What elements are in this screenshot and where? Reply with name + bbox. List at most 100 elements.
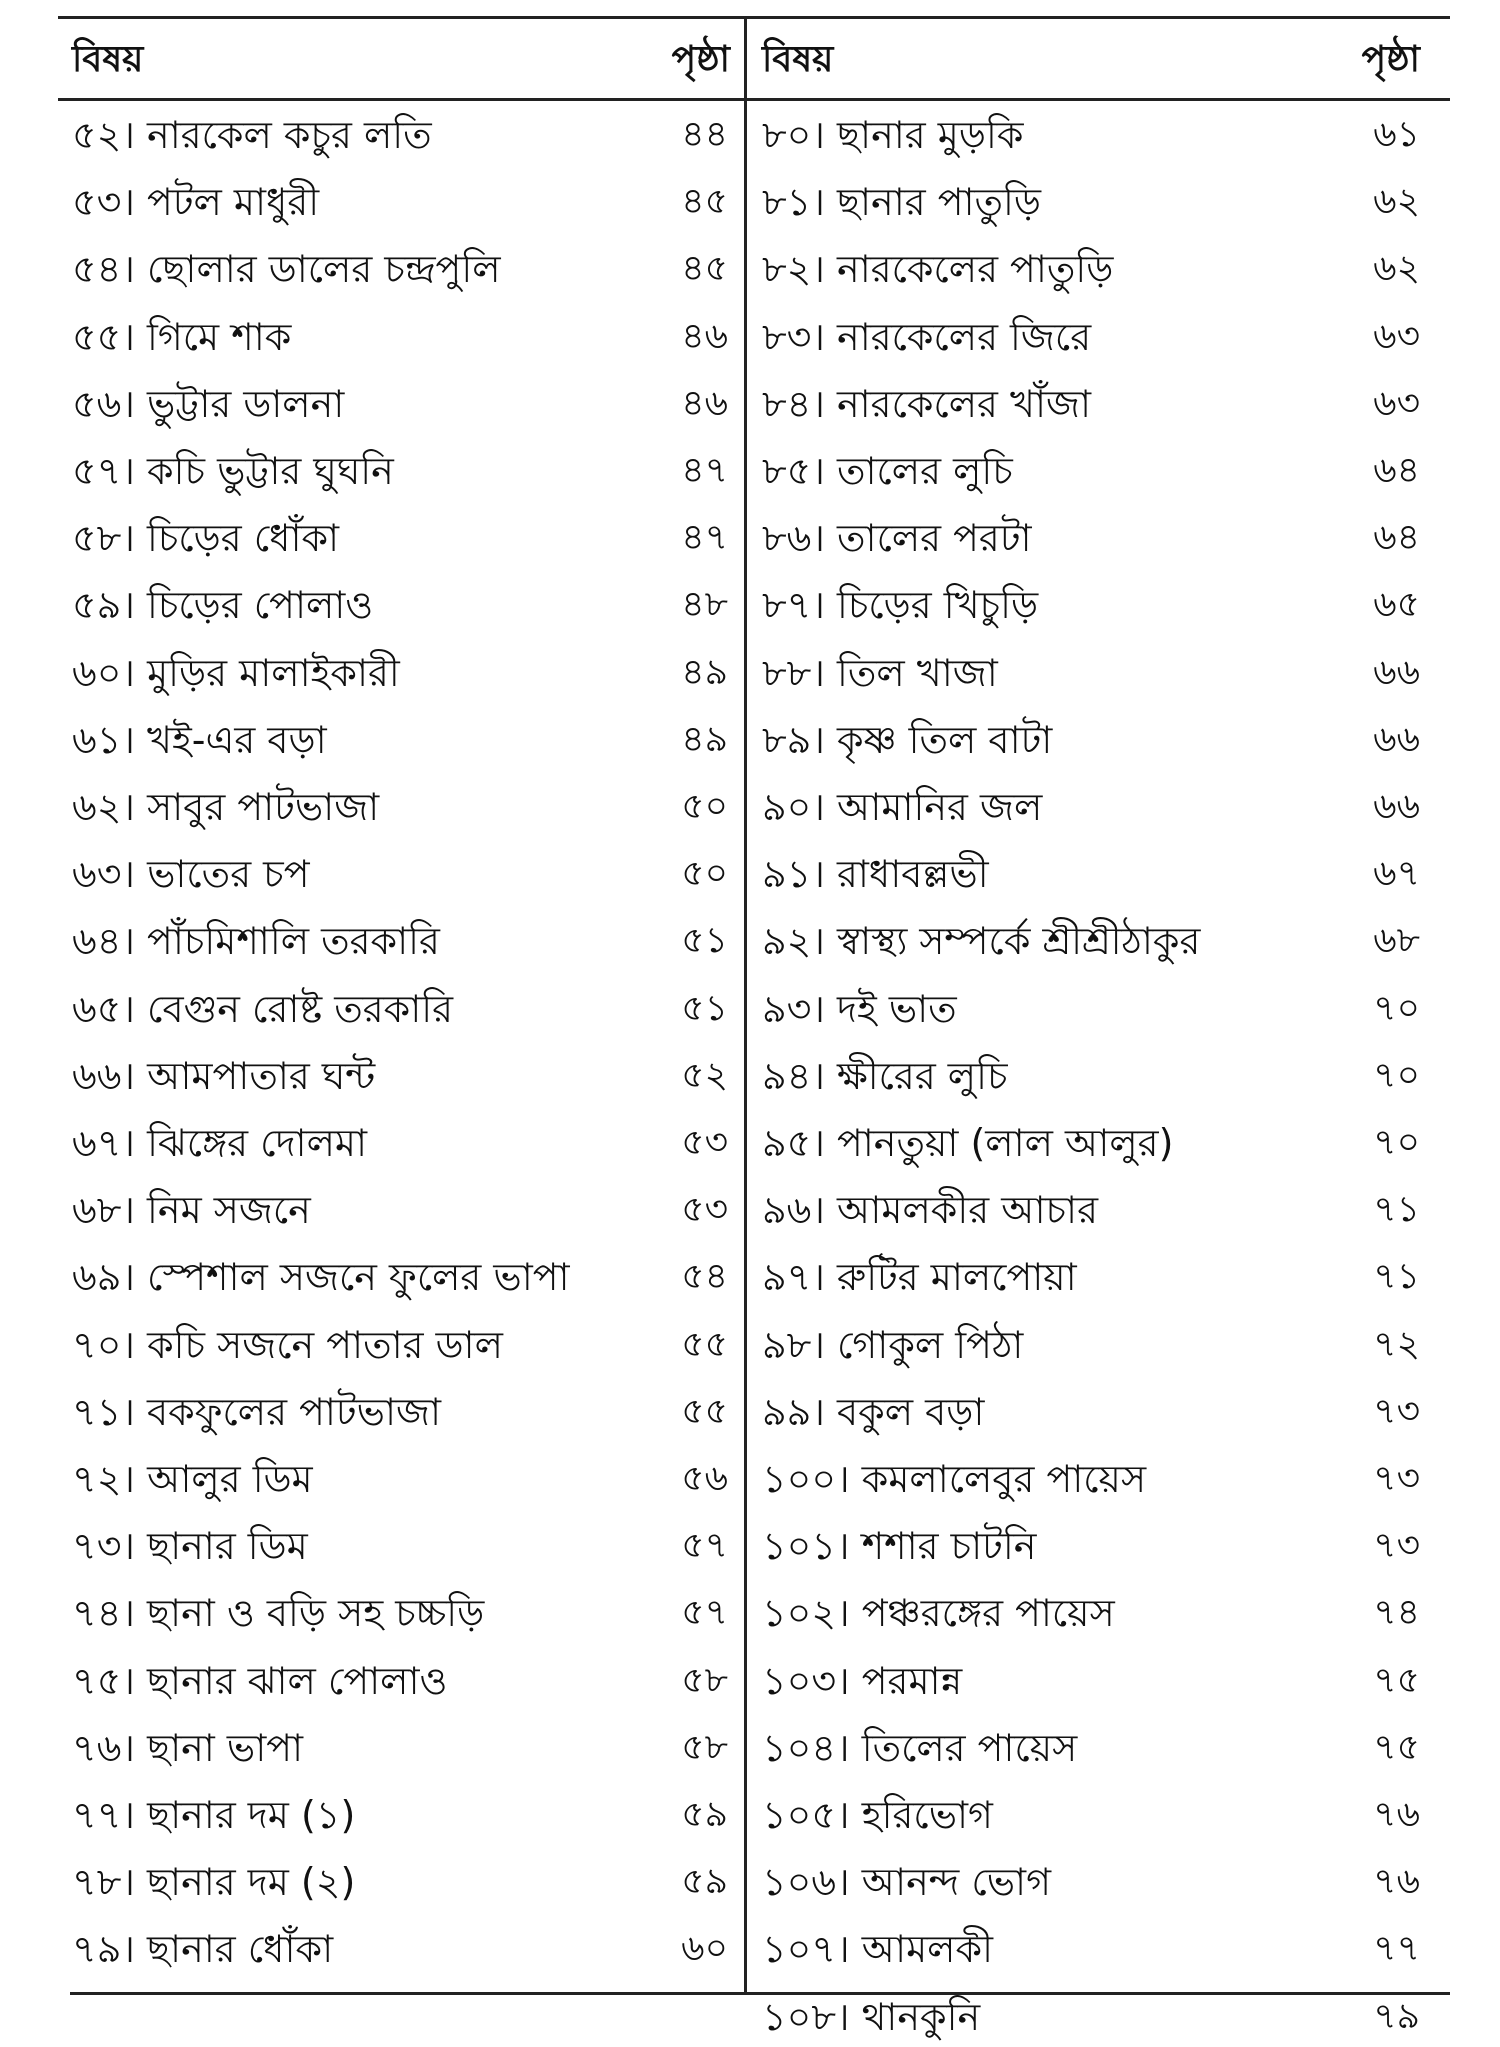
contents-entry: ৬৮। নিম সজনে	[72, 1188, 311, 1233]
contents-entry: ৮৭। চিড়ের খিচুড়ি	[762, 583, 1039, 628]
page-number: ৭৫	[1373, 1659, 1420, 1701]
page-number: ৪৭	[681, 450, 728, 491]
contents-entry: ৯৮। গোকুল পিঠা	[762, 1322, 1024, 1367]
contents-entry: ৯১। রাধাবল্লভী	[762, 852, 989, 897]
page-number: ৫৩	[681, 1122, 728, 1163]
page-number: ৫৯	[681, 1861, 728, 1903]
page-number: ৭৪	[1373, 1592, 1420, 1634]
page-number: ৭৬	[1373, 1794, 1420, 1835]
page-number: ৭৩	[1373, 1458, 1420, 1499]
contents-entry: ১০২। পঞ্চরঙ্গের পায়েস	[762, 1591, 1115, 1636]
page-number: ৫০	[681, 786, 728, 827]
contents-entry: ৯৭। রুটির মালপোয়া	[762, 1255, 1077, 1300]
page-number: ৬২	[1373, 248, 1420, 290]
page-number: ৬০	[681, 1928, 728, 1970]
page-number: ৭০	[1373, 987, 1420, 1029]
contents-entry: ৫৯। চিড়ের পোলাও	[72, 583, 374, 628]
page-number: ৭১	[1373, 1189, 1420, 1231]
page-number: ৬১	[1373, 114, 1420, 155]
right-page-header: পৃষ্ঠা	[1361, 39, 1420, 80]
page-number: ৬৫	[1373, 584, 1420, 626]
left-page-header: পৃষ্ঠা	[671, 39, 730, 80]
contents-entry: ৭০। কচি সজনে পাতার ডাল	[72, 1322, 503, 1367]
bottom-rule	[70, 1992, 1450, 1995]
page-number: ৭১	[1373, 1256, 1420, 1298]
page-number: ৬৩	[1373, 315, 1420, 357]
contents-entry: ৭১। বকফুলের পাটভাজা	[72, 1389, 441, 1434]
contents-entry: ৫৫। গিমে শাক	[72, 314, 292, 359]
page-number: ৭৩	[1373, 1525, 1420, 1567]
page-number: ৫৭	[681, 1525, 728, 1567]
page-number: ৬৬	[1373, 786, 1420, 827]
contents-entry: ৮০। ছানার মুড়কি	[762, 113, 1024, 157]
contents-entry: ৬৪। পাঁচমিশালি তরকারি	[72, 919, 440, 964]
contents-entry: ৮৬। তালের পরটা	[762, 516, 1032, 561]
page-number: ৭৯	[1373, 1995, 1420, 2037]
contents-entry: ৫৭। কচি ভুট্টার ঘুঘনি	[72, 449, 394, 493]
page-number: ৭৬	[1373, 1861, 1420, 1903]
contents-entry: ১০৮। থানকুনি	[762, 1994, 981, 2039]
page-number: ৪৯	[681, 718, 728, 760]
contents-entry: ৯৩। দই ভাত	[762, 986, 957, 1031]
page-number: ৫১	[681, 987, 728, 1029]
contents-entry: ৮৮। তিল খাজা	[762, 650, 998, 695]
contents-entry: ৭৪। ছানা ও বড়ি সহ চচ্চড়ি	[72, 1591, 485, 1636]
page-number: ৪৫	[681, 248, 728, 290]
contents-entry: ১০৩। পরমান্ন	[762, 1658, 963, 1703]
page-number: ৫৫	[681, 1323, 728, 1365]
page-number: ৭৩	[1373, 1390, 1420, 1432]
page-number: ৬৪	[1373, 450, 1420, 491]
page-number: ৫৫	[681, 1390, 728, 1432]
page-number: ৬৭	[1373, 853, 1420, 895]
page-number: ৪৪	[681, 114, 728, 155]
page-number: ৫৭	[681, 1592, 728, 1634]
page-number: ৪৯	[681, 651, 728, 693]
page-number: ৫৩	[681, 1189, 728, 1231]
page-number: ৭০	[1373, 1054, 1420, 1096]
page-number: ৬৬	[1373, 651, 1420, 693]
left-subject-header: বিষয়	[72, 39, 144, 80]
page-number: ৫৯	[681, 1794, 728, 1835]
contents-entry: ৬০। মুড়ির মালাইকারী	[72, 650, 400, 695]
contents-entry: ৫৪। ছোলার ডালের চন্দ্রপুলি	[72, 247, 501, 292]
contents-entry: ১০০। কমলালেবুর পায়েস	[762, 1457, 1147, 1501]
contents-entry: ৯০। আমানির জল	[762, 785, 1043, 829]
contents-entry: ৫৬। ভুট্টার ডালনা	[72, 381, 345, 426]
contents-entry: ৬২। সাবুর পাটভাজা	[72, 785, 380, 829]
page-number: ৫৪	[681, 1256, 728, 1298]
contents-entry: ১০৬। আনন্দ ভোগ	[762, 1860, 1051, 1905]
page-number: ৪৭	[681, 517, 728, 559]
page-number: ৪৫	[681, 181, 728, 223]
page-number: ৫১	[681, 920, 728, 962]
contents-entry: ৯৪। ক্ষীরের লুচি	[762, 1053, 1008, 1098]
contents-entry: ৬১। খই-এর বড়া	[72, 717, 327, 762]
contents-entry: ৭৬। ছানা ভাপা	[72, 1725, 304, 1770]
page-number: ৬৩	[1373, 382, 1420, 424]
top-rule	[58, 16, 1450, 19]
contents-entry: ৭৮। ছানার দম (২)	[72, 1860, 356, 1905]
page-number: ৫৬	[681, 1458, 728, 1499]
contents-entry: ৮৩। নারকেলের জিরে	[762, 314, 1092, 359]
contents-entry: ৮১। ছানার পাতুড়ি	[762, 180, 1042, 225]
contents-entry: ৬৫। বেগুন রোষ্ট তরকারি	[72, 986, 454, 1031]
contents-entry: ৬৬। আমপাতার ঘন্ট	[72, 1053, 376, 1098]
contents-entry: ১০৪। তিলের পায়েস	[762, 1725, 1078, 1770]
page-number: ৬৮	[1373, 920, 1420, 962]
contents-entry: ৫৮। চিড়ের ধোঁকা	[72, 516, 340, 561]
contents-entry: ৫২। নারকেল কচুর লতি	[72, 113, 432, 157]
page-number: ৫৮	[681, 1726, 728, 1768]
page-number: ৭৭	[1373, 1928, 1420, 1970]
contents-entry: ৮২। নারকেলের পাতুড়ি	[762, 247, 1114, 292]
contents-entry: ৯২। স্বাস্থ্য সম্পর্কে শ্রীশ্রীঠাকুর	[762, 919, 1201, 964]
contents-entry: ৭৭। ছানার দম (১)	[72, 1793, 356, 1837]
page-number: ৪৮	[681, 584, 728, 626]
page-number: ৪৬	[681, 315, 728, 357]
page-number: ৭২	[1373, 1323, 1420, 1365]
page-number: ৬৪	[1373, 517, 1420, 559]
contents-entry: ৮৫। তালের লুচি	[762, 449, 1013, 493]
page-number: ৭৫	[1373, 1726, 1420, 1768]
column-divider	[744, 16, 747, 1992]
contents-entry: ১০১। শশার চাটনি	[762, 1524, 1037, 1569]
contents-entry: ৫৩। পটল মাধুরী	[72, 180, 320, 225]
page-number: ৫০	[681, 853, 728, 895]
